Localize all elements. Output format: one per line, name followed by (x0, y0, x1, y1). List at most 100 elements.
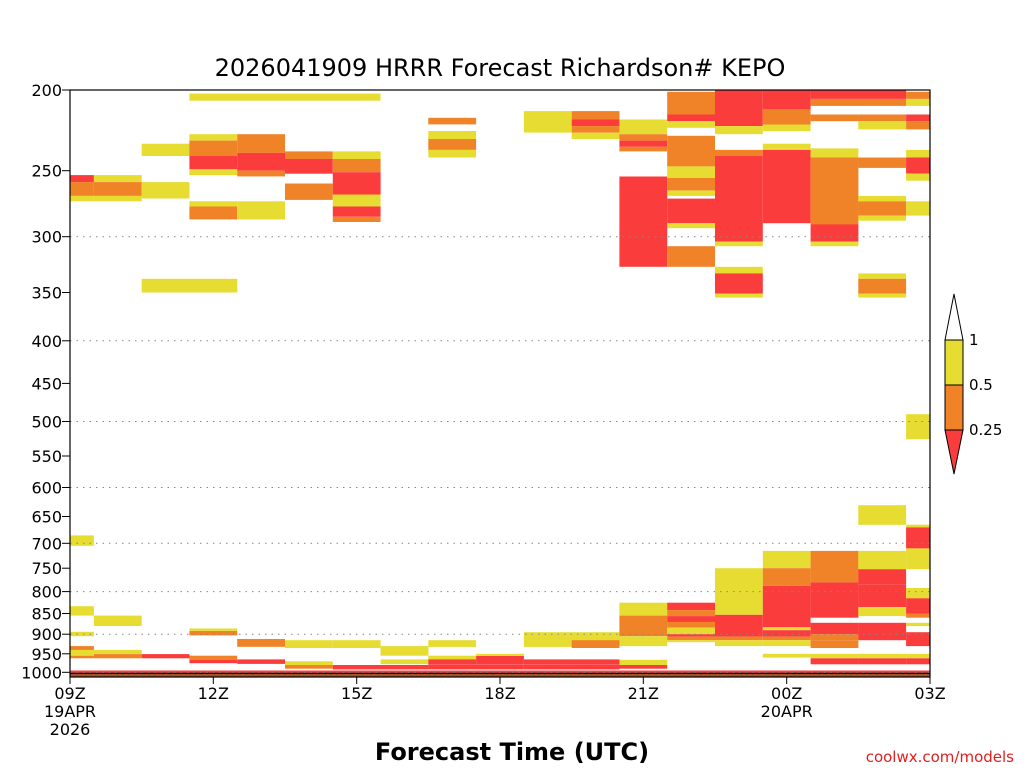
y-tick-label: 950 (31, 645, 62, 664)
heatmap-cell (858, 607, 907, 617)
heatmap-cell (428, 664, 524, 670)
x-tick-label: 2026 (50, 720, 91, 739)
heatmap-cell (332, 665, 429, 670)
heatmap-cell (906, 98, 930, 106)
heatmap-cell (332, 159, 381, 173)
heatmap-cell (70, 655, 94, 659)
heatmap-cell (428, 149, 477, 158)
heatmap-cell (667, 627, 715, 635)
heatmap-cell (380, 646, 429, 656)
heatmap-cell (332, 640, 381, 648)
heatmap-cell (93, 615, 142, 626)
heatmap-cell (571, 640, 620, 648)
heatmap-cell (906, 658, 930, 665)
ground-band (70, 673, 930, 677)
heatmap-cell (332, 206, 381, 217)
heatmap-cell (285, 159, 333, 174)
heatmap-cell (762, 149, 811, 224)
heatmap-cell (380, 659, 429, 665)
heatmap-cell (619, 602, 668, 616)
heatmap-cells (70, 90, 930, 674)
y-tick-label: 900 (31, 625, 62, 644)
heatmap-cell (906, 149, 930, 158)
heatmap-cell (523, 664, 620, 670)
heatmap-cell (906, 588, 930, 599)
y-tick-label: 350 (31, 284, 62, 303)
heatmap-cell (476, 656, 524, 665)
heatmap-cell (810, 622, 859, 635)
credit-text: coolwx.com/models (866, 748, 1014, 766)
heatmap-cell (762, 585, 811, 628)
heatmap-cell (906, 527, 930, 549)
heatmap-cell (619, 146, 668, 152)
heatmap-cell (810, 653, 859, 659)
x-tick-label: 20APR (761, 702, 813, 721)
heatmap-cell (715, 90, 763, 127)
heatmap-cell (906, 157, 930, 174)
heatmap-cell (70, 606, 94, 616)
heatmap-cell (906, 613, 930, 618)
heatmap-cell (906, 121, 930, 130)
heatmap-cell (906, 524, 930, 528)
y-tick-label: 400 (31, 332, 62, 351)
heatmap-cell (332, 172, 381, 195)
heatmap-cell (906, 598, 930, 614)
heatmap-cell (571, 132, 620, 139)
heatmap-cell (715, 568, 763, 615)
heatmap-cell (667, 602, 715, 611)
heatmap-cell (715, 614, 763, 637)
heatmap-cell (523, 659, 620, 665)
heatmap-cell (332, 151, 381, 159)
x-tick-label: 03Z (914, 684, 945, 703)
heatmap-cell (762, 636, 811, 641)
heatmap-cell (858, 195, 907, 202)
heatmap-cell (189, 156, 238, 170)
heatmap-cell (189, 628, 238, 631)
heatmap-cell (619, 615, 668, 637)
heatmap-cell (858, 278, 907, 294)
heatmap-cell (667, 91, 715, 115)
heatmap-cell (810, 148, 859, 158)
heatmap-cell (667, 166, 715, 178)
heatmap-cell (93, 182, 142, 196)
heatmap-cell (715, 241, 763, 247)
heatmap-cell (667, 223, 715, 229)
x-tick-label: 21Z (628, 684, 659, 703)
heatmap-cell (906, 548, 930, 570)
heatmap-cell (906, 91, 930, 99)
y-tick-label: 300 (31, 228, 62, 247)
heatmap-cell (93, 175, 142, 183)
heatmap-cell (667, 636, 715, 641)
heatmap-cell (70, 195, 94, 202)
heatmap-cell (762, 124, 811, 131)
heatmap-cell (571, 126, 620, 133)
heatmap-cell (715, 149, 763, 156)
heatmap-cell (667, 177, 715, 191)
heatmap-cell (189, 169, 238, 176)
x-tick-label: 15Z (341, 684, 372, 703)
heatmap-cell (428, 139, 477, 150)
heatmap-cell (428, 131, 477, 139)
heatmap-cell (189, 206, 238, 220)
heatmap-cell (619, 659, 668, 665)
heatmap-cell (619, 140, 668, 147)
heatmap-cell (189, 134, 238, 141)
heatmap-cell (667, 246, 715, 267)
y-tick-label: 700 (31, 534, 62, 553)
heatmap-cell (619, 119, 668, 135)
heatmap-cell (906, 114, 930, 122)
heatmap-cell (667, 634, 715, 637)
heatmap-cell (762, 630, 811, 637)
heatmap-cell (237, 170, 285, 177)
legend-swatch (944, 339, 964, 386)
heatmap-cell (810, 634, 859, 641)
x-axis-label: Forecast Time (UTC) (375, 738, 649, 766)
gridlines (70, 236, 930, 673)
heatmap-cell (810, 640, 859, 648)
y-tick-label: 450 (31, 374, 62, 393)
heatmap-cell (70, 175, 94, 183)
heatmap-cell (810, 241, 859, 247)
heatmap-cell (237, 152, 285, 171)
legend-label: 1 (969, 331, 979, 349)
